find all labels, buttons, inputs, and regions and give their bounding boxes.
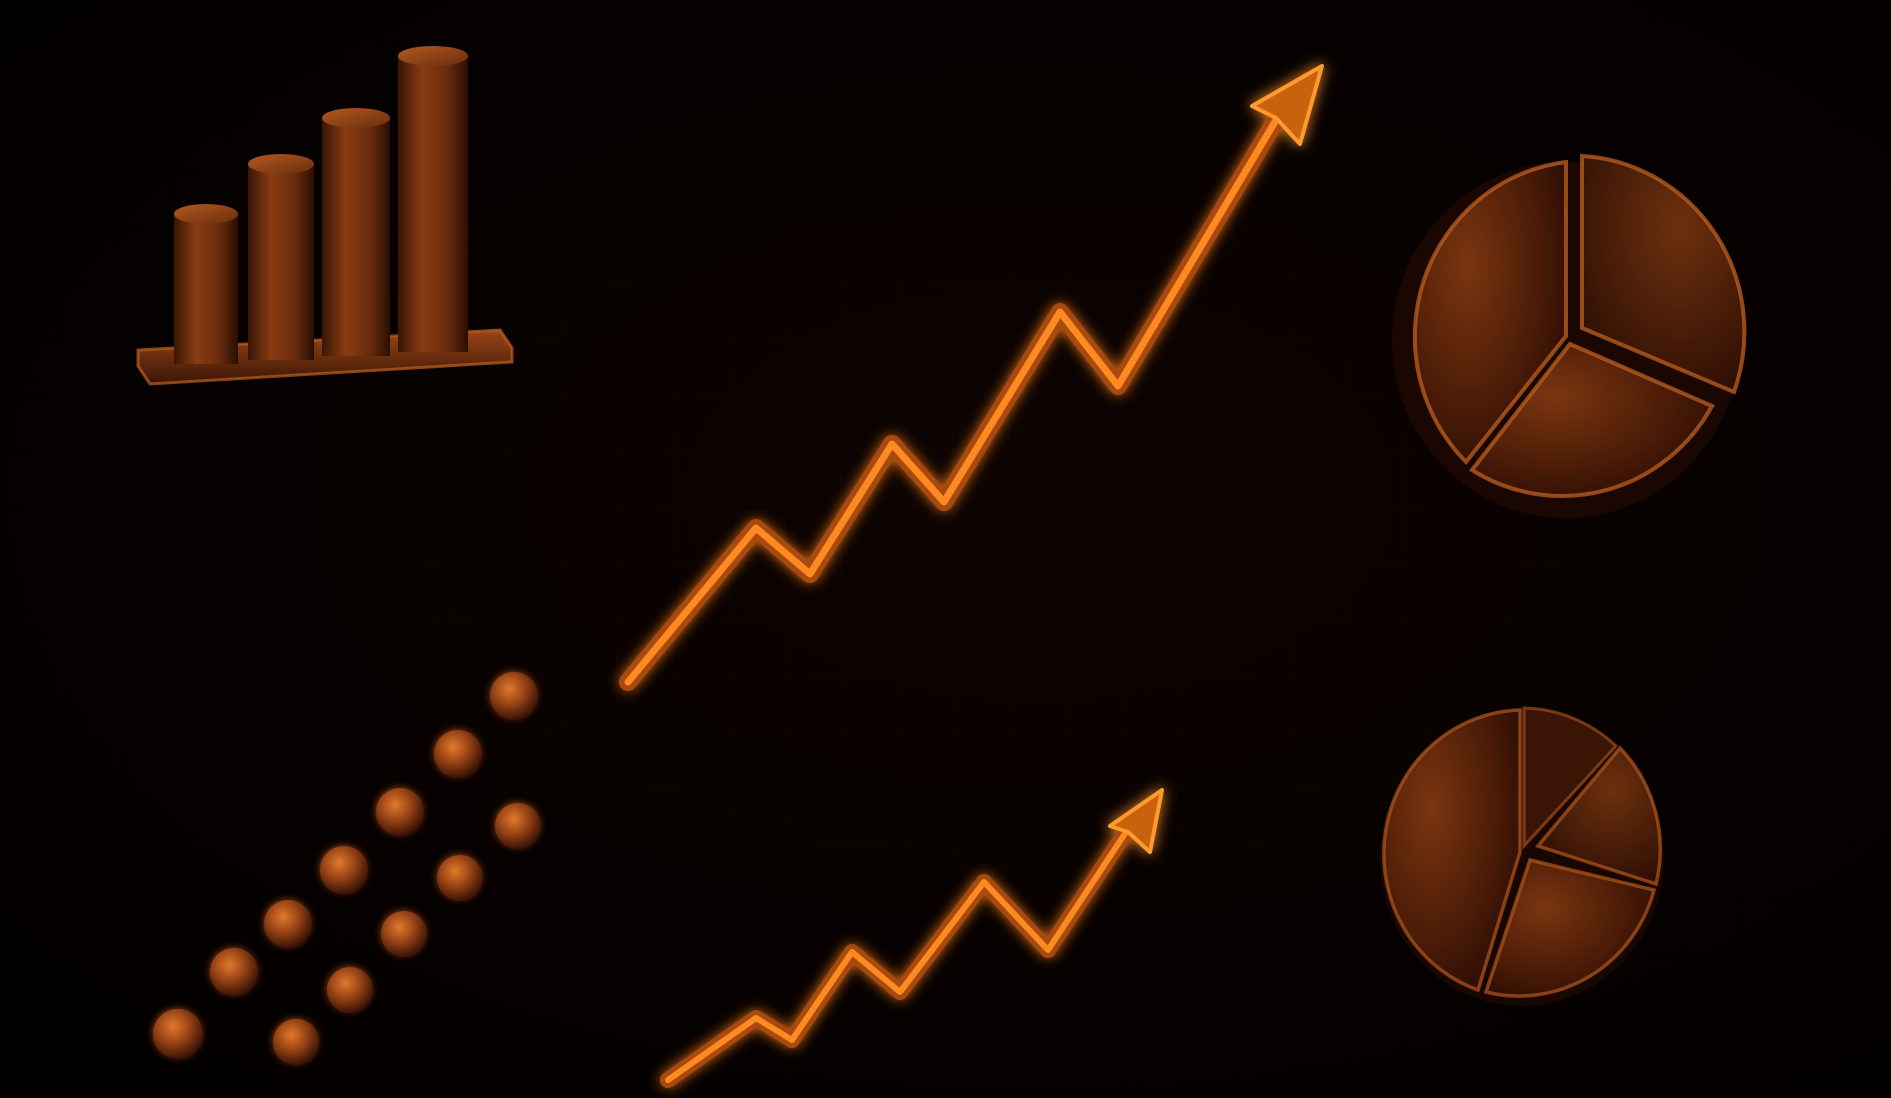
rising-line-arrow-icon (619, 64, 1324, 691)
pie-chart-icon (1392, 153, 1747, 518)
small-rising-line-arrow-icon (660, 788, 1164, 1088)
small-pie-chart-icon (1380, 706, 1664, 1006)
scatter-dots-icon (153, 672, 541, 1065)
bar-chart-icon (136, 46, 514, 386)
